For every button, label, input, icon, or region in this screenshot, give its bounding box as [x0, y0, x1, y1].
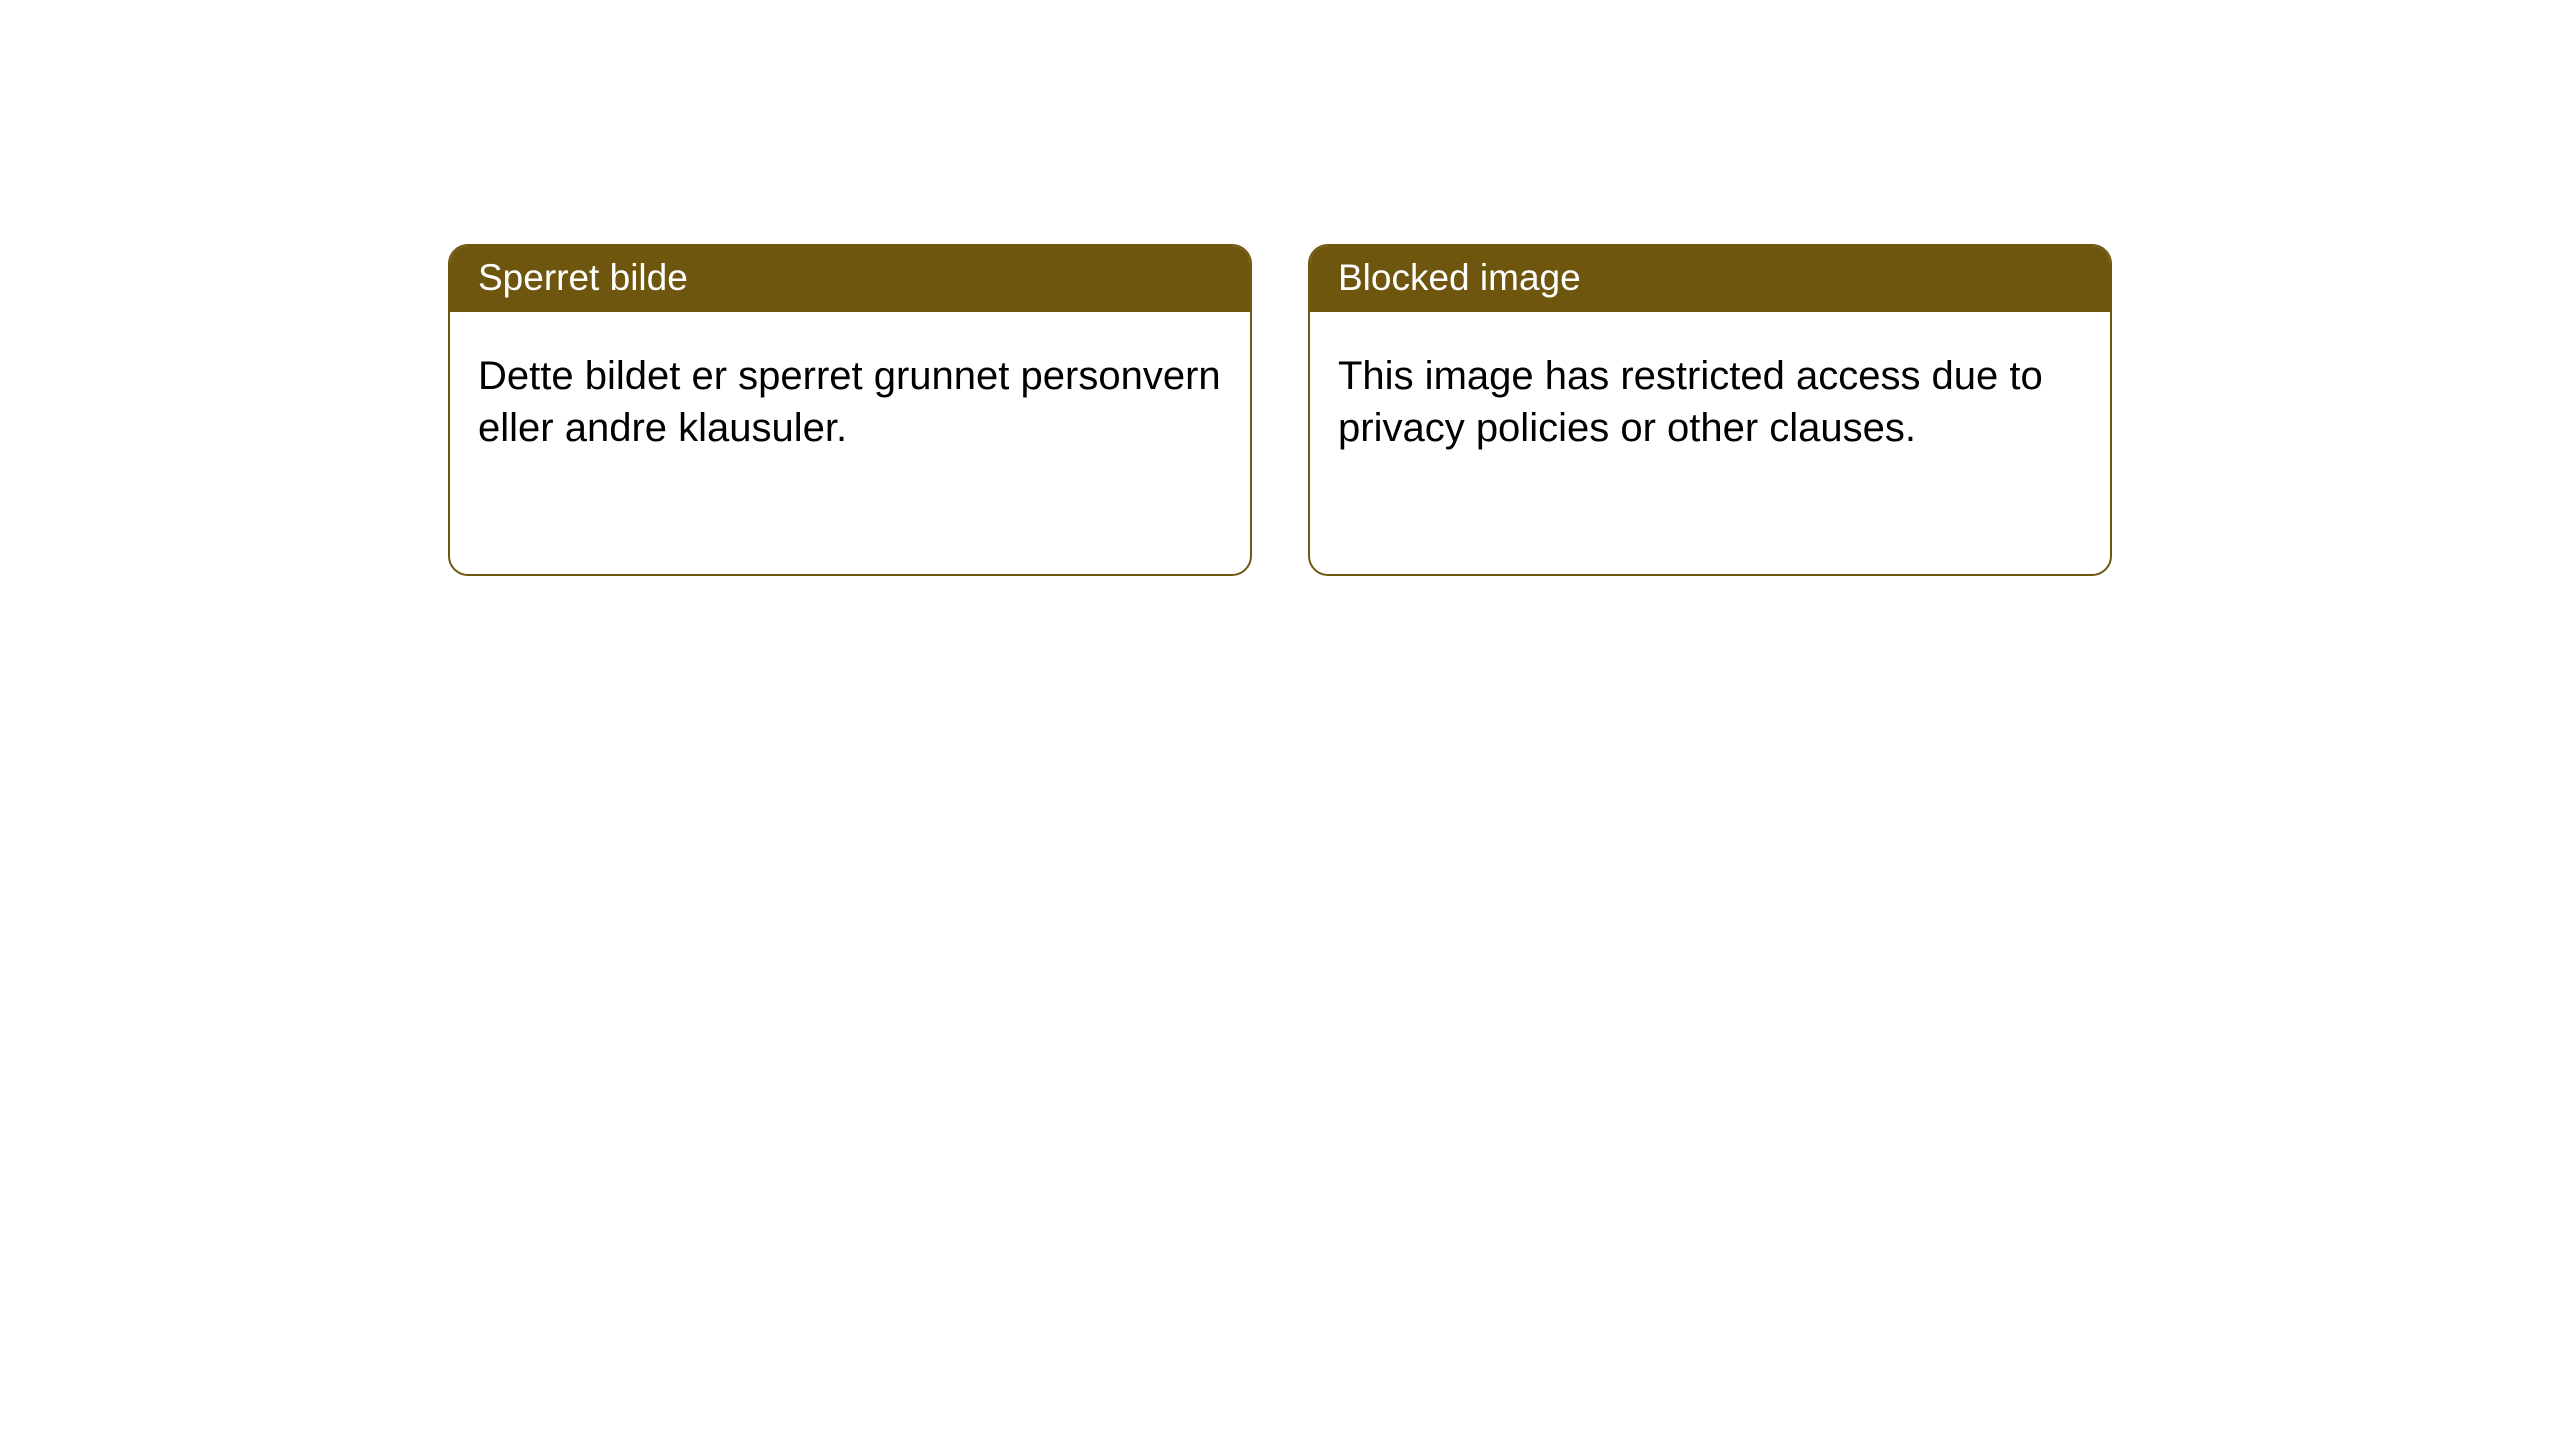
notice-header: Sperret bilde: [450, 246, 1250, 312]
notice-body: Dette bildet er sperret grunnet personve…: [450, 312, 1250, 482]
notice-body-text: This image has restricted access due to …: [1338, 354, 2043, 450]
notice-title-text: Blocked image: [1338, 257, 1581, 298]
notice-title-text: Sperret bilde: [478, 257, 688, 298]
notice-header: Blocked image: [1310, 246, 2110, 312]
notice-card-norwegian: Sperret bilde Dette bildet er sperret gr…: [448, 244, 1252, 576]
notice-body: This image has restricted access due to …: [1310, 312, 2110, 482]
notice-container: Sperret bilde Dette bildet er sperret gr…: [0, 0, 2560, 576]
notice-card-english: Blocked image This image has restricted …: [1308, 244, 2112, 576]
notice-body-text: Dette bildet er sperret grunnet personve…: [478, 354, 1221, 450]
